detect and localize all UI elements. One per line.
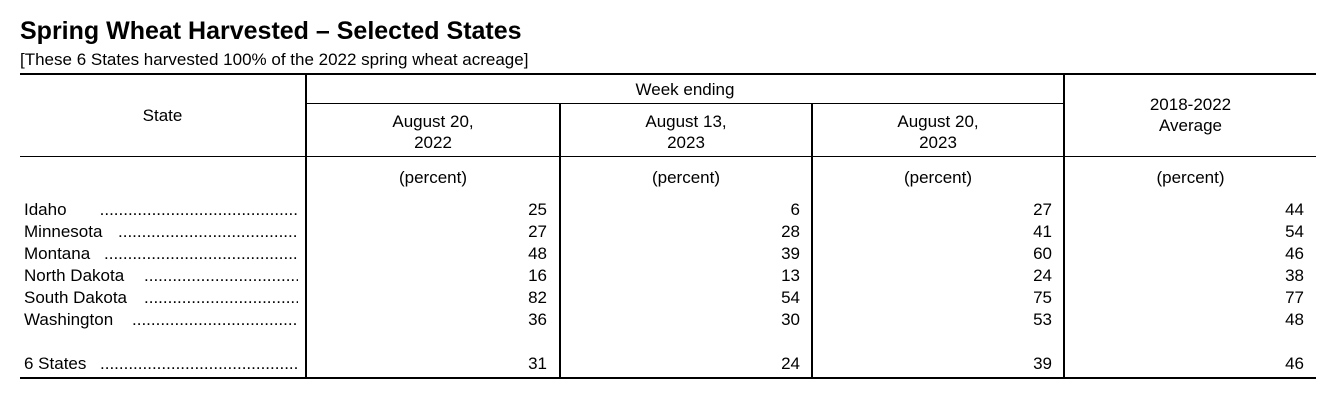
table-cell: 30 (781, 310, 800, 329)
total-cell: 24 (781, 354, 800, 373)
unit-label: (percent) (1156, 168, 1225, 187)
column-header: August 20, 2023 (897, 112, 979, 152)
table-cell: 77 (1285, 288, 1304, 307)
table-row-state: Montana (24, 244, 91, 263)
column-divider (559, 103, 561, 378)
dot-leader: ........................................… (104, 244, 298, 263)
table-row-state: North Dakota (24, 266, 125, 285)
dot-leader: ........................................… (132, 310, 298, 329)
unit-label: (percent) (651, 168, 721, 187)
table-cell: 25 (528, 200, 547, 219)
table-cell: 13 (781, 266, 800, 285)
table-cell: 41 (1033, 222, 1052, 241)
table-cell: 6 (790, 200, 800, 219)
column-divider (1063, 74, 1065, 378)
table-row-state: Washington (24, 310, 114, 329)
total-cell: 39 (1033, 354, 1052, 373)
table-cell: 28 (781, 222, 800, 241)
table-cell: 54 (781, 288, 800, 307)
state-column-header: State (142, 106, 183, 125)
column-divider (811, 103, 813, 378)
header-bottom-rule (20, 156, 1316, 157)
dot-leader: ........................................… (118, 222, 298, 241)
dot-leader: ........................................… (144, 266, 298, 285)
table-row-state: Idaho (24, 200, 67, 219)
page-subtitle: [These 6 States harvested 100% of the 20… (20, 50, 529, 69)
table-row-state: Minnesota (24, 222, 103, 241)
column-header: 2018-2022 Average (1149, 95, 1232, 135)
page-title: Spring Wheat Harvested – Selected States (20, 17, 522, 45)
table-cell: 38 (1285, 266, 1304, 285)
column-header: August 20, 2022 (392, 112, 474, 152)
table-row-state: South Dakota (24, 288, 128, 307)
table-cell: 60 (1033, 244, 1052, 263)
table-top-rule (20, 73, 1316, 75)
total-cell: 46 (1285, 354, 1304, 373)
table-bottom-rule (20, 377, 1316, 379)
table-cell: 39 (781, 244, 800, 263)
table-cell: 48 (1285, 310, 1304, 329)
column-header: August 13, 2023 (645, 112, 727, 152)
table-cell: 27 (1033, 200, 1052, 219)
unit-label: (percent) (398, 168, 468, 187)
table-cell: 54 (1285, 222, 1304, 241)
table-cell: 82 (528, 288, 547, 307)
unit-label: (percent) (903, 168, 973, 187)
table-cell: 36 (528, 310, 547, 329)
total-cell: 31 (528, 354, 547, 373)
table-cell: 75 (1033, 288, 1052, 307)
table-cell: 46 (1285, 244, 1304, 263)
dot-leader: ........................................… (144, 288, 298, 307)
total-row-state: 6 States (24, 354, 87, 373)
table-cell: 53 (1033, 310, 1052, 329)
week-ending-header: Week ending (635, 80, 735, 99)
table-cell: 16 (528, 266, 547, 285)
week-ending-rule (306, 103, 1065, 104)
table-cell: 44 (1285, 200, 1304, 219)
dot-leader: ........................................… (99, 200, 298, 219)
table-cell: 27 (528, 222, 547, 241)
table-cell: 24 (1033, 266, 1052, 285)
column-divider (305, 74, 307, 378)
dot-leader: ........................................… (100, 354, 298, 373)
table-cell: 48 (528, 244, 547, 263)
